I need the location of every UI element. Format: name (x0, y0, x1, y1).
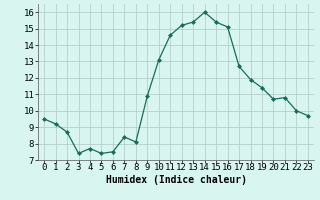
X-axis label: Humidex (Indice chaleur): Humidex (Indice chaleur) (106, 175, 246, 185)
